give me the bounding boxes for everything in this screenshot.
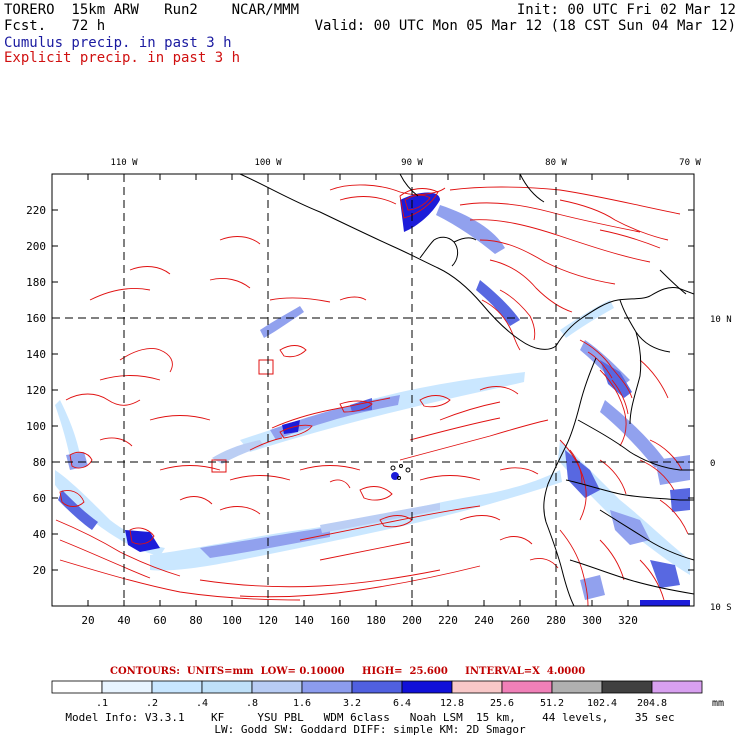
x-tick-label: 100	[222, 614, 242, 627]
model-run-title: TORERO 15km ARW Run2 NCAR/MMM	[4, 2, 300, 18]
lon-label: 70 W	[679, 158, 701, 168]
x-tick-label: 140	[294, 614, 314, 627]
map-background	[52, 174, 694, 606]
contour-box	[211, 459, 227, 473]
y-tick-label: 20	[33, 564, 46, 577]
colorbar-swatch	[251, 680, 303, 694]
y-tick-label: 40	[33, 528, 46, 541]
colorbar-label: 102.4	[587, 698, 617, 709]
x-tick-label: 180	[366, 614, 386, 627]
field-title-cumulus: Cumulus precip. in past 3 h	[4, 35, 232, 51]
latlon-grid	[52, 174, 694, 606]
x-tick-label: 20	[81, 614, 94, 627]
y-tick-label: 200	[26, 240, 46, 253]
y-axis-ticks: 20 40 60 80 100 120 140 160 180 200 220	[26, 204, 694, 577]
colorbar-label: .8	[246, 698, 258, 709]
x-tick-label: 280	[546, 614, 566, 627]
colorbar-swatch	[101, 680, 153, 694]
colorbar-swatch	[501, 680, 553, 694]
x-tick-label: 200	[402, 614, 422, 627]
forecast-hour-value: 72 h	[71, 18, 106, 34]
valid-time: Valid: 00 UTC Mon 05 Mar 12 (18 CST Sun …	[314, 18, 736, 34]
x-tick-label: 60	[153, 614, 166, 627]
y-tick-label: 120	[26, 384, 46, 397]
colorbar-swatch	[151, 680, 203, 694]
x-tick-label: 300	[582, 614, 602, 627]
colorbar-swatch	[51, 680, 103, 694]
x-axis-ticks: 20 40 60 80 100 120 140 160 180 200 220 240 260 280 30…	[81, 174, 638, 627]
x-tick-label: 160	[330, 614, 350, 627]
model-info-line2: LW: Godd SW: Goddard DIFF: simple KM: 2D…	[214, 723, 526, 736]
y-tick-label: 100	[26, 420, 46, 433]
y-tick-label: 80	[33, 456, 46, 469]
colorbar-swatch	[351, 680, 403, 694]
x-tick-label: 80	[189, 614, 202, 627]
colorbar-label: 12.8	[440, 698, 464, 709]
x-tick-label: 40	[117, 614, 130, 627]
colorbar-swatch	[601, 680, 653, 694]
colorbar-swatch	[301, 680, 353, 694]
colorbar-label: 3.2	[343, 698, 361, 709]
field-title-explicit: Explicit precip. in past 3 h	[4, 50, 241, 66]
x-tick-label: 260	[510, 614, 530, 627]
lon-label: 80 W	[545, 158, 567, 168]
contour-info: CONTOURS: UNITS=mm LOW= 0.10000 HIGH= 25…	[110, 666, 586, 677]
forecast-hour-label: Fcst.	[4, 18, 47, 34]
x-tick-label: 320	[618, 614, 638, 627]
colorbar-label: .4	[196, 698, 208, 709]
lat-label: 0	[710, 459, 715, 469]
x-tick-label: 120	[258, 614, 278, 627]
y-tick-label: 60	[33, 492, 46, 505]
colorbar-swatch	[401, 680, 453, 694]
colorbar-label: 204.8	[637, 698, 667, 709]
lon-label: 90 W	[401, 158, 423, 168]
init-time: Init: 00 UTC Fri 02 Mar 12	[516, 2, 736, 18]
x-tick-label: 220	[438, 614, 458, 627]
colorbar-label: 51.2	[540, 698, 564, 709]
lat-label: 10 S	[710, 603, 732, 613]
colorbar-label: 1.6	[293, 698, 311, 709]
lon-label: 100 W	[254, 158, 282, 168]
forecast-hour: Fcst. 72 h	[4, 19, 105, 34]
lon-label: 110 W	[110, 158, 138, 168]
cumulus-precip-shading	[55, 192, 690, 606]
coastlines	[239, 174, 694, 606]
colorbar-swatch	[551, 680, 603, 694]
colorbar-swatch	[451, 680, 503, 694]
colorbar-label: 6.4	[393, 698, 411, 709]
colorbar-label: .2	[146, 698, 158, 709]
colorbar-swatch	[651, 680, 703, 694]
y-tick-label: 180	[26, 276, 46, 289]
model-info-line1: Model Info: V3.3.1 KF YSU PBL WDM 6class…	[65, 711, 675, 724]
explicit-precip-contours	[55, 184, 689, 606]
latitude-labels: 10 N 0 10 S	[710, 315, 732, 613]
y-tick-label: 160	[26, 312, 46, 325]
x-tick-label: 240	[474, 614, 494, 627]
color-bar: .1 .2 .4 .8 1.6 3.2 6.4 12.8 25.6 51.2 102.4 204.8 m…	[51, 680, 724, 709]
y-tick-label: 220	[26, 204, 46, 217]
longitude-labels: 110 W 100 W 90 W 80 W 70 W	[110, 158, 701, 168]
colorbar-label: .1	[96, 698, 108, 709]
lat-label: 10 N	[710, 315, 732, 325]
colorbar-unit: mm	[712, 698, 724, 709]
contour-box	[258, 359, 274, 375]
y-tick-label: 140	[26, 348, 46, 361]
colorbar-label: 25.6	[490, 698, 514, 709]
colorbar-swatch	[201, 680, 253, 694]
